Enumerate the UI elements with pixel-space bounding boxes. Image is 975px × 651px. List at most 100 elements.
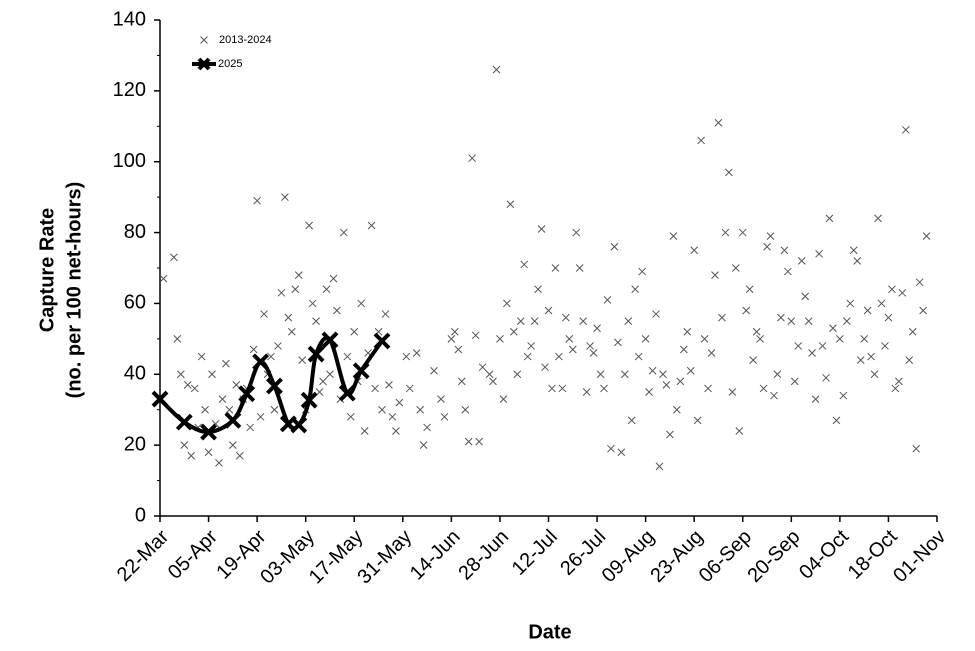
point — [752, 327, 761, 336]
point — [686, 366, 695, 375]
point — [575, 264, 584, 272]
point — [506, 200, 515, 209]
point — [919, 306, 927, 315]
y-tick-label: 120 — [113, 79, 146, 101]
legend-label: 2013-2024 — [219, 34, 272, 46]
point — [645, 388, 653, 396]
point — [267, 352, 275, 361]
point — [197, 352, 206, 361]
point — [620, 370, 629, 379]
point — [725, 168, 733, 177]
point — [450, 327, 459, 336]
point — [839, 391, 848, 400]
point — [860, 335, 869, 343]
line-marker — [373, 332, 391, 350]
point — [523, 352, 532, 361]
point — [228, 441, 237, 449]
point — [721, 228, 730, 237]
point — [499, 395, 508, 403]
point — [610, 242, 619, 251]
point — [437, 395, 445, 403]
point — [249, 345, 258, 354]
point — [489, 377, 497, 386]
line-marker — [175, 413, 193, 431]
point — [326, 370, 334, 379]
point — [804, 317, 813, 325]
point — [915, 278, 924, 287]
point — [634, 352, 643, 361]
point — [294, 271, 303, 279]
point — [905, 356, 914, 364]
line-marker — [290, 416, 308, 434]
point — [700, 335, 709, 343]
point — [461, 405, 470, 414]
point — [589, 349, 598, 357]
point — [884, 313, 893, 322]
point — [655, 462, 664, 471]
point — [305, 221, 314, 230]
y-tick-label: 40 — [124, 363, 146, 385]
line-marker — [352, 362, 370, 380]
point — [440, 412, 449, 421]
point — [561, 313, 570, 322]
point — [419, 441, 428, 449]
point — [385, 381, 393, 389]
point — [558, 384, 567, 393]
point — [607, 444, 615, 453]
point — [208, 370, 216, 379]
line-marker — [252, 353, 270, 371]
point — [423, 423, 431, 432]
point — [412, 349, 421, 357]
point — [707, 349, 716, 357]
point — [308, 299, 317, 308]
point — [187, 451, 196, 460]
point — [520, 260, 529, 269]
x-tick-label: 14-Jun — [406, 526, 465, 585]
point — [797, 257, 806, 265]
point — [697, 136, 705, 145]
x-tick-label: 04-Oct — [795, 525, 853, 583]
point — [568, 345, 577, 354]
point — [922, 232, 931, 240]
point — [811, 395, 820, 403]
point — [704, 384, 712, 393]
point — [714, 118, 723, 127]
point — [468, 154, 477, 163]
point — [270, 405, 279, 414]
point — [763, 242, 771, 251]
line-marker — [224, 411, 242, 429]
point — [496, 335, 504, 343]
x-tick-label: 17-May — [305, 526, 368, 589]
point — [176, 370, 185, 379]
legend-label: 2025 — [218, 58, 242, 70]
point — [159, 274, 168, 283]
line-marker — [238, 385, 256, 403]
point — [475, 437, 483, 446]
line-marker — [151, 390, 169, 408]
point — [509, 327, 518, 336]
point — [170, 253, 178, 262]
point — [492, 65, 501, 74]
point — [790, 377, 799, 386]
point — [849, 246, 858, 255]
point — [901, 125, 910, 134]
point — [582, 388, 591, 396]
point — [773, 370, 782, 379]
point — [457, 377, 466, 386]
point — [863, 306, 872, 315]
point — [329, 274, 338, 283]
point — [669, 232, 678, 240]
point — [638, 267, 647, 276]
point — [825, 214, 834, 223]
point — [617, 448, 626, 457]
point — [287, 327, 296, 336]
line-marker — [300, 391, 318, 409]
point — [614, 338, 622, 347]
point — [319, 377, 327, 386]
line-marker — [321, 331, 339, 349]
point — [253, 196, 261, 205]
point — [572, 228, 581, 237]
point — [180, 441, 189, 449]
point — [846, 299, 855, 308]
point — [731, 264, 740, 272]
